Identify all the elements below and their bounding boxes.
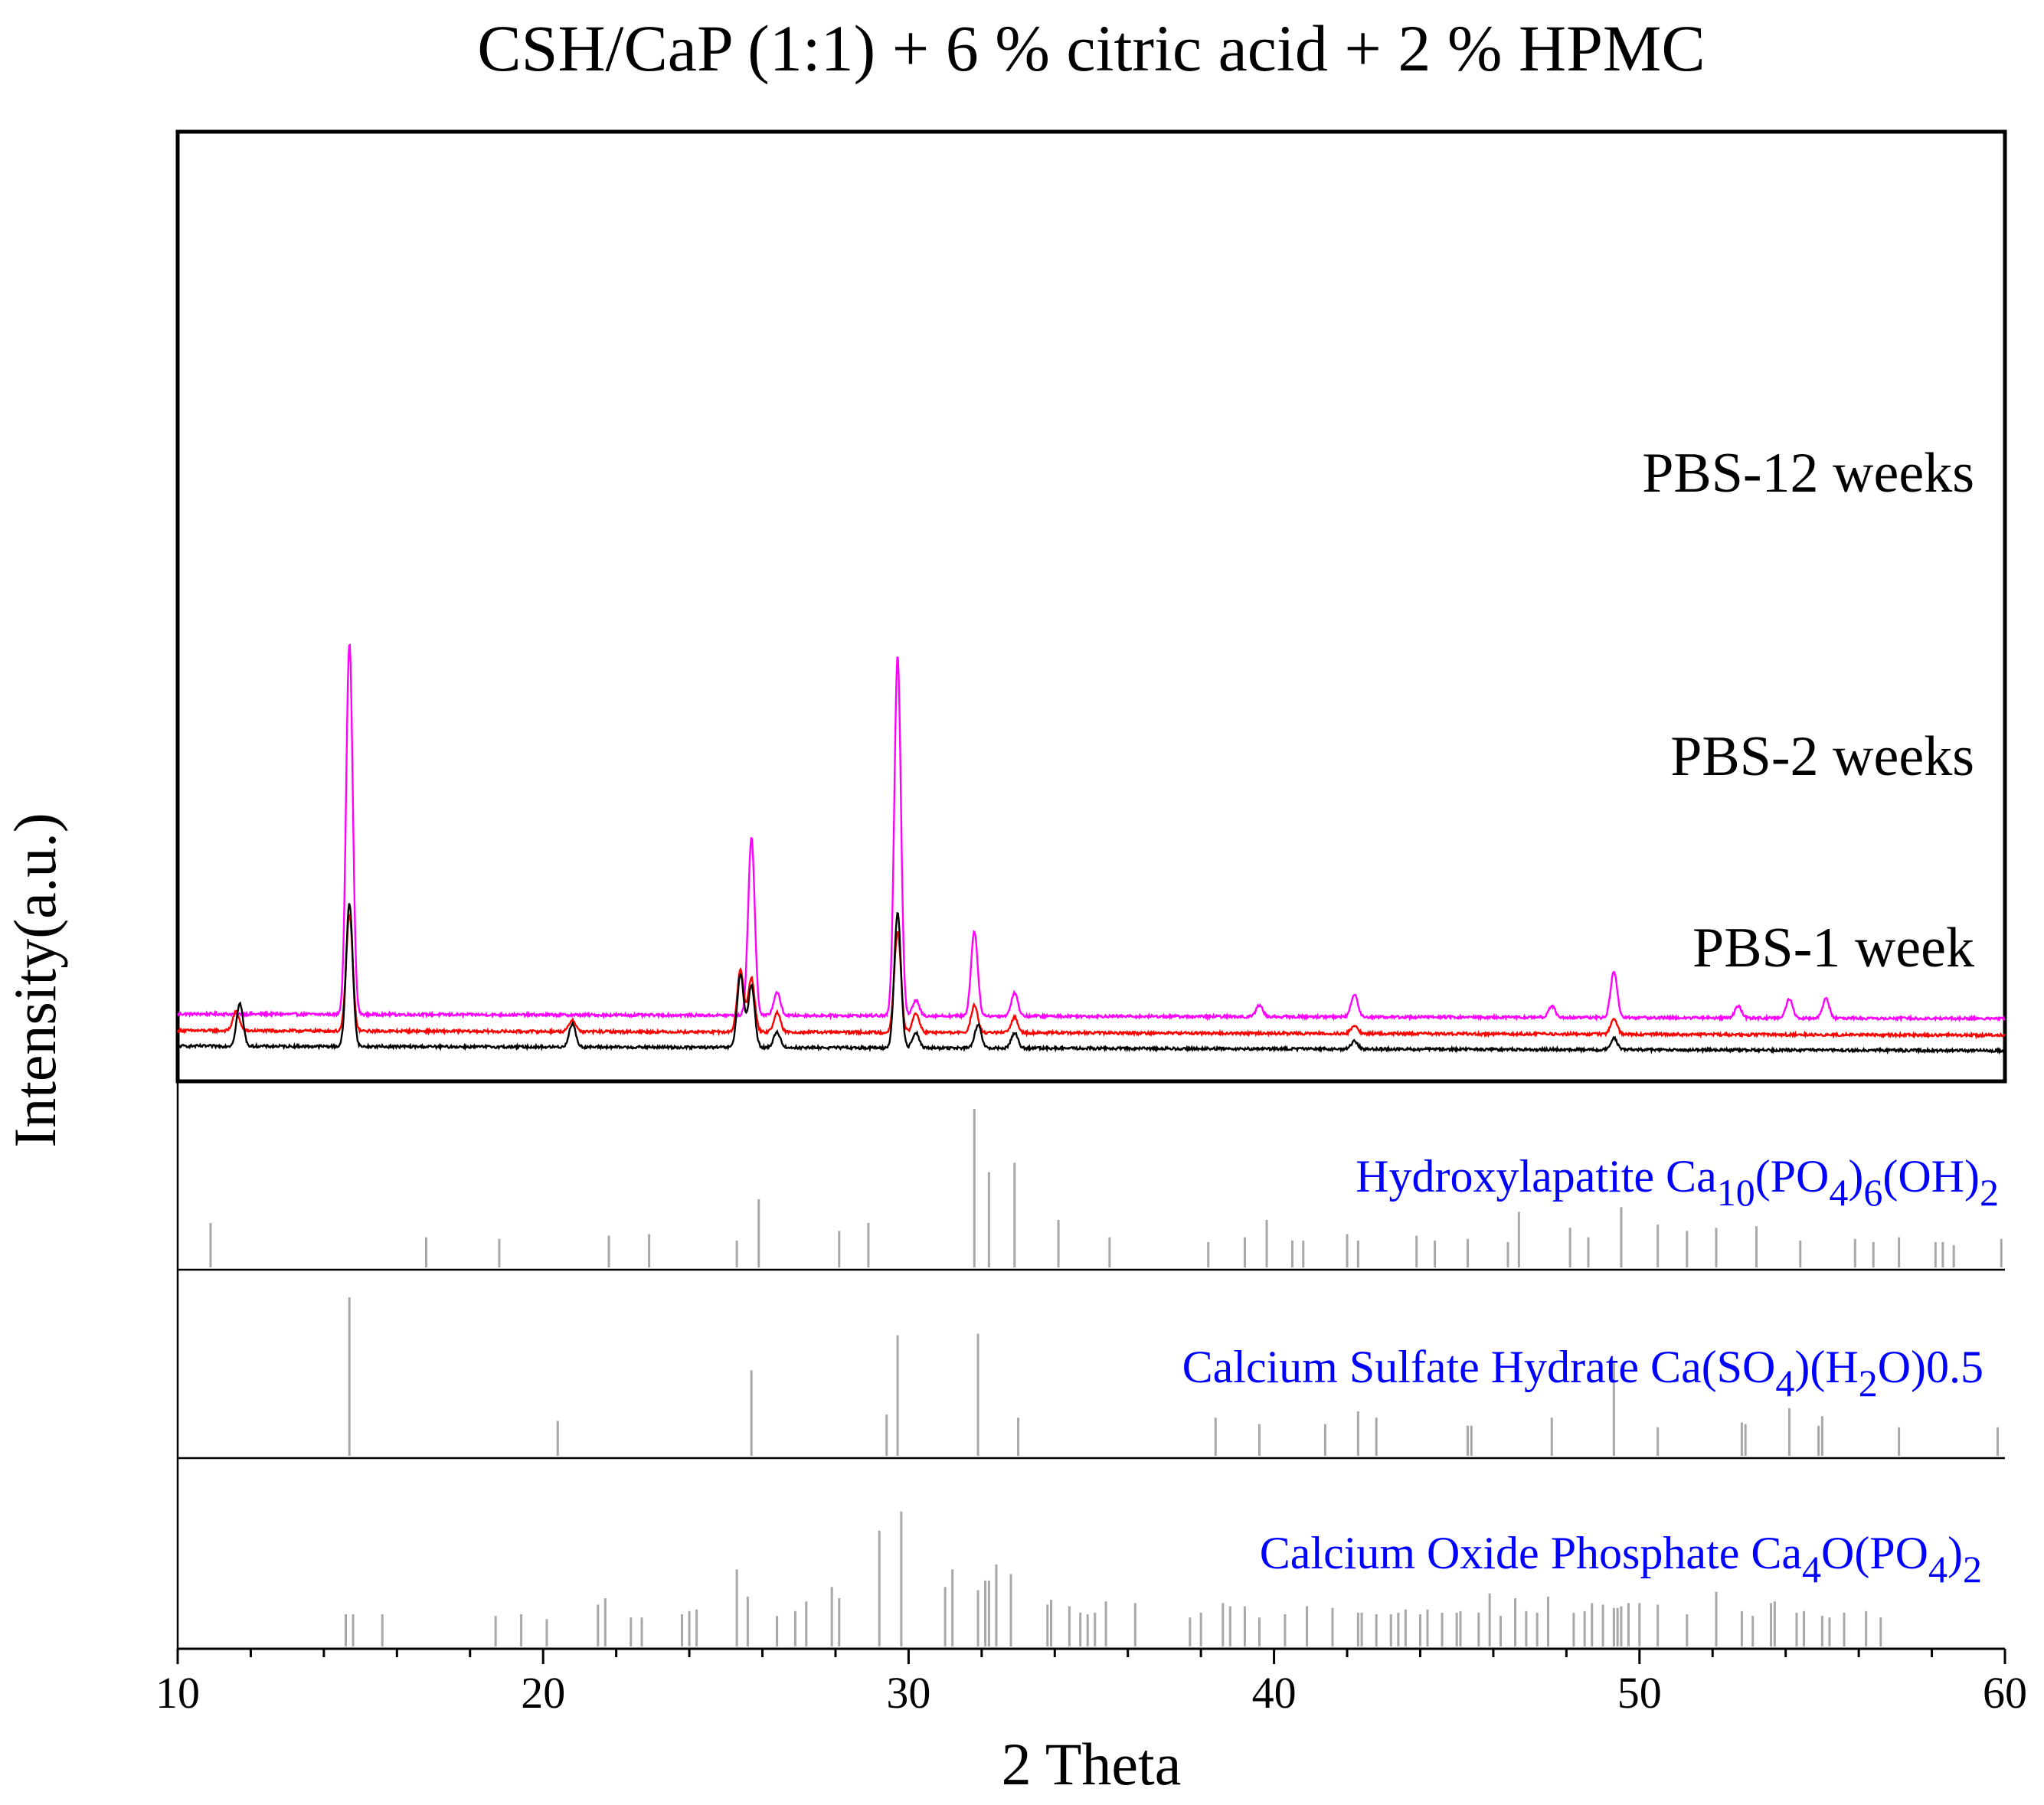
x-axis-label: 2 Theta <box>1002 1731 1182 1797</box>
series-label: PBS-2 weeks <box>1670 725 1974 788</box>
x-tick-label: 40 <box>1252 1668 1297 1718</box>
main-panel-frame <box>175 129 2007 1084</box>
reference-label: Calcium Sulfate Hydrate Ca(SO4)(H2O)0.5 <box>1182 1342 1983 1404</box>
series-label: PBS-1 week <box>1692 917 1974 979</box>
reference-patterns <box>209 1109 2003 1646</box>
series-labels: PBS-12 weeks PBS-2 weeks PBS-1 week Hydroxy… <box>1182 442 1999 1591</box>
reference-pattern <box>209 1109 2003 1267</box>
series-line <box>176 643 2006 1023</box>
reference-label: Hydroxylapatite Ca10(PO4)6(OH)2 <box>1356 1151 1999 1214</box>
x-tick-label: 50 <box>1617 1668 1662 1718</box>
x-tick-label: 10 <box>155 1668 200 1718</box>
series-line <box>177 903 2006 1055</box>
series-label: PBS-12 weeks <box>1642 442 1974 505</box>
x-tick-label: 20 <box>521 1668 565 1718</box>
y-axis-label: Intensity(a.u.) <box>2 813 68 1148</box>
x-axis: 10 20 30 40 50 60 <box>155 1649 2027 1718</box>
diffraction-series <box>176 643 2006 1055</box>
reference-pattern <box>345 1511 1882 1646</box>
series-line <box>176 914 2006 1040</box>
reference-label: Calcium Oxide Phosphate Ca4O(PO4)2 <box>1260 1528 1982 1591</box>
panel-frames <box>175 129 2007 1650</box>
reference-pattern <box>348 1297 1999 1456</box>
x-tick-label: 30 <box>886 1668 930 1718</box>
chart-title: CSH/CaP (1:1) + 6 % citric acid + 2 % HP… <box>477 11 1705 85</box>
x-tick-label: 60 <box>1983 1668 2027 1718</box>
